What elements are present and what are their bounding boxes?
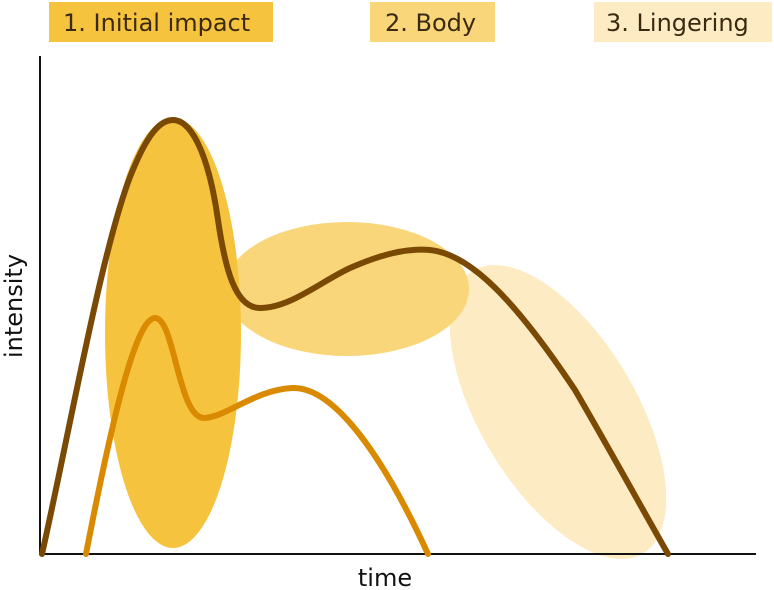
x-axis-label: time <box>358 564 412 590</box>
phase-label-lingering: 3. Lingering <box>606 9 749 37</box>
phase-box-lingering <box>594 2 772 42</box>
y-axis-label: intensity <box>0 254 28 358</box>
phase-region-lingering <box>449 264 667 560</box>
curve-secondary <box>83 314 431 557</box>
phase-region-initial-impact <box>105 118 241 548</box>
phase-label-body: 2. Body <box>385 9 476 37</box>
phase-regions <box>105 118 667 560</box>
curve-primary <box>39 116 671 557</box>
phase-legend: 1. Initial impact 2. Body 3. Lingering <box>49 2 772 42</box>
curves <box>39 116 671 557</box>
phase-region-body <box>225 222 469 356</box>
phase-label-initial-impact: 1. Initial impact <box>63 9 250 37</box>
axes: time intensity <box>0 56 756 590</box>
phase-box-initial-impact <box>49 2 273 42</box>
phase-box-body <box>370 2 495 42</box>
